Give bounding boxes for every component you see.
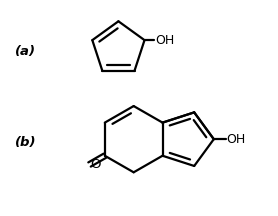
Text: OH: OH [155, 34, 175, 47]
Text: O: O [91, 158, 101, 171]
Text: OH: OH [227, 133, 246, 146]
Text: (a): (a) [14, 45, 36, 58]
Text: (b): (b) [14, 136, 36, 149]
